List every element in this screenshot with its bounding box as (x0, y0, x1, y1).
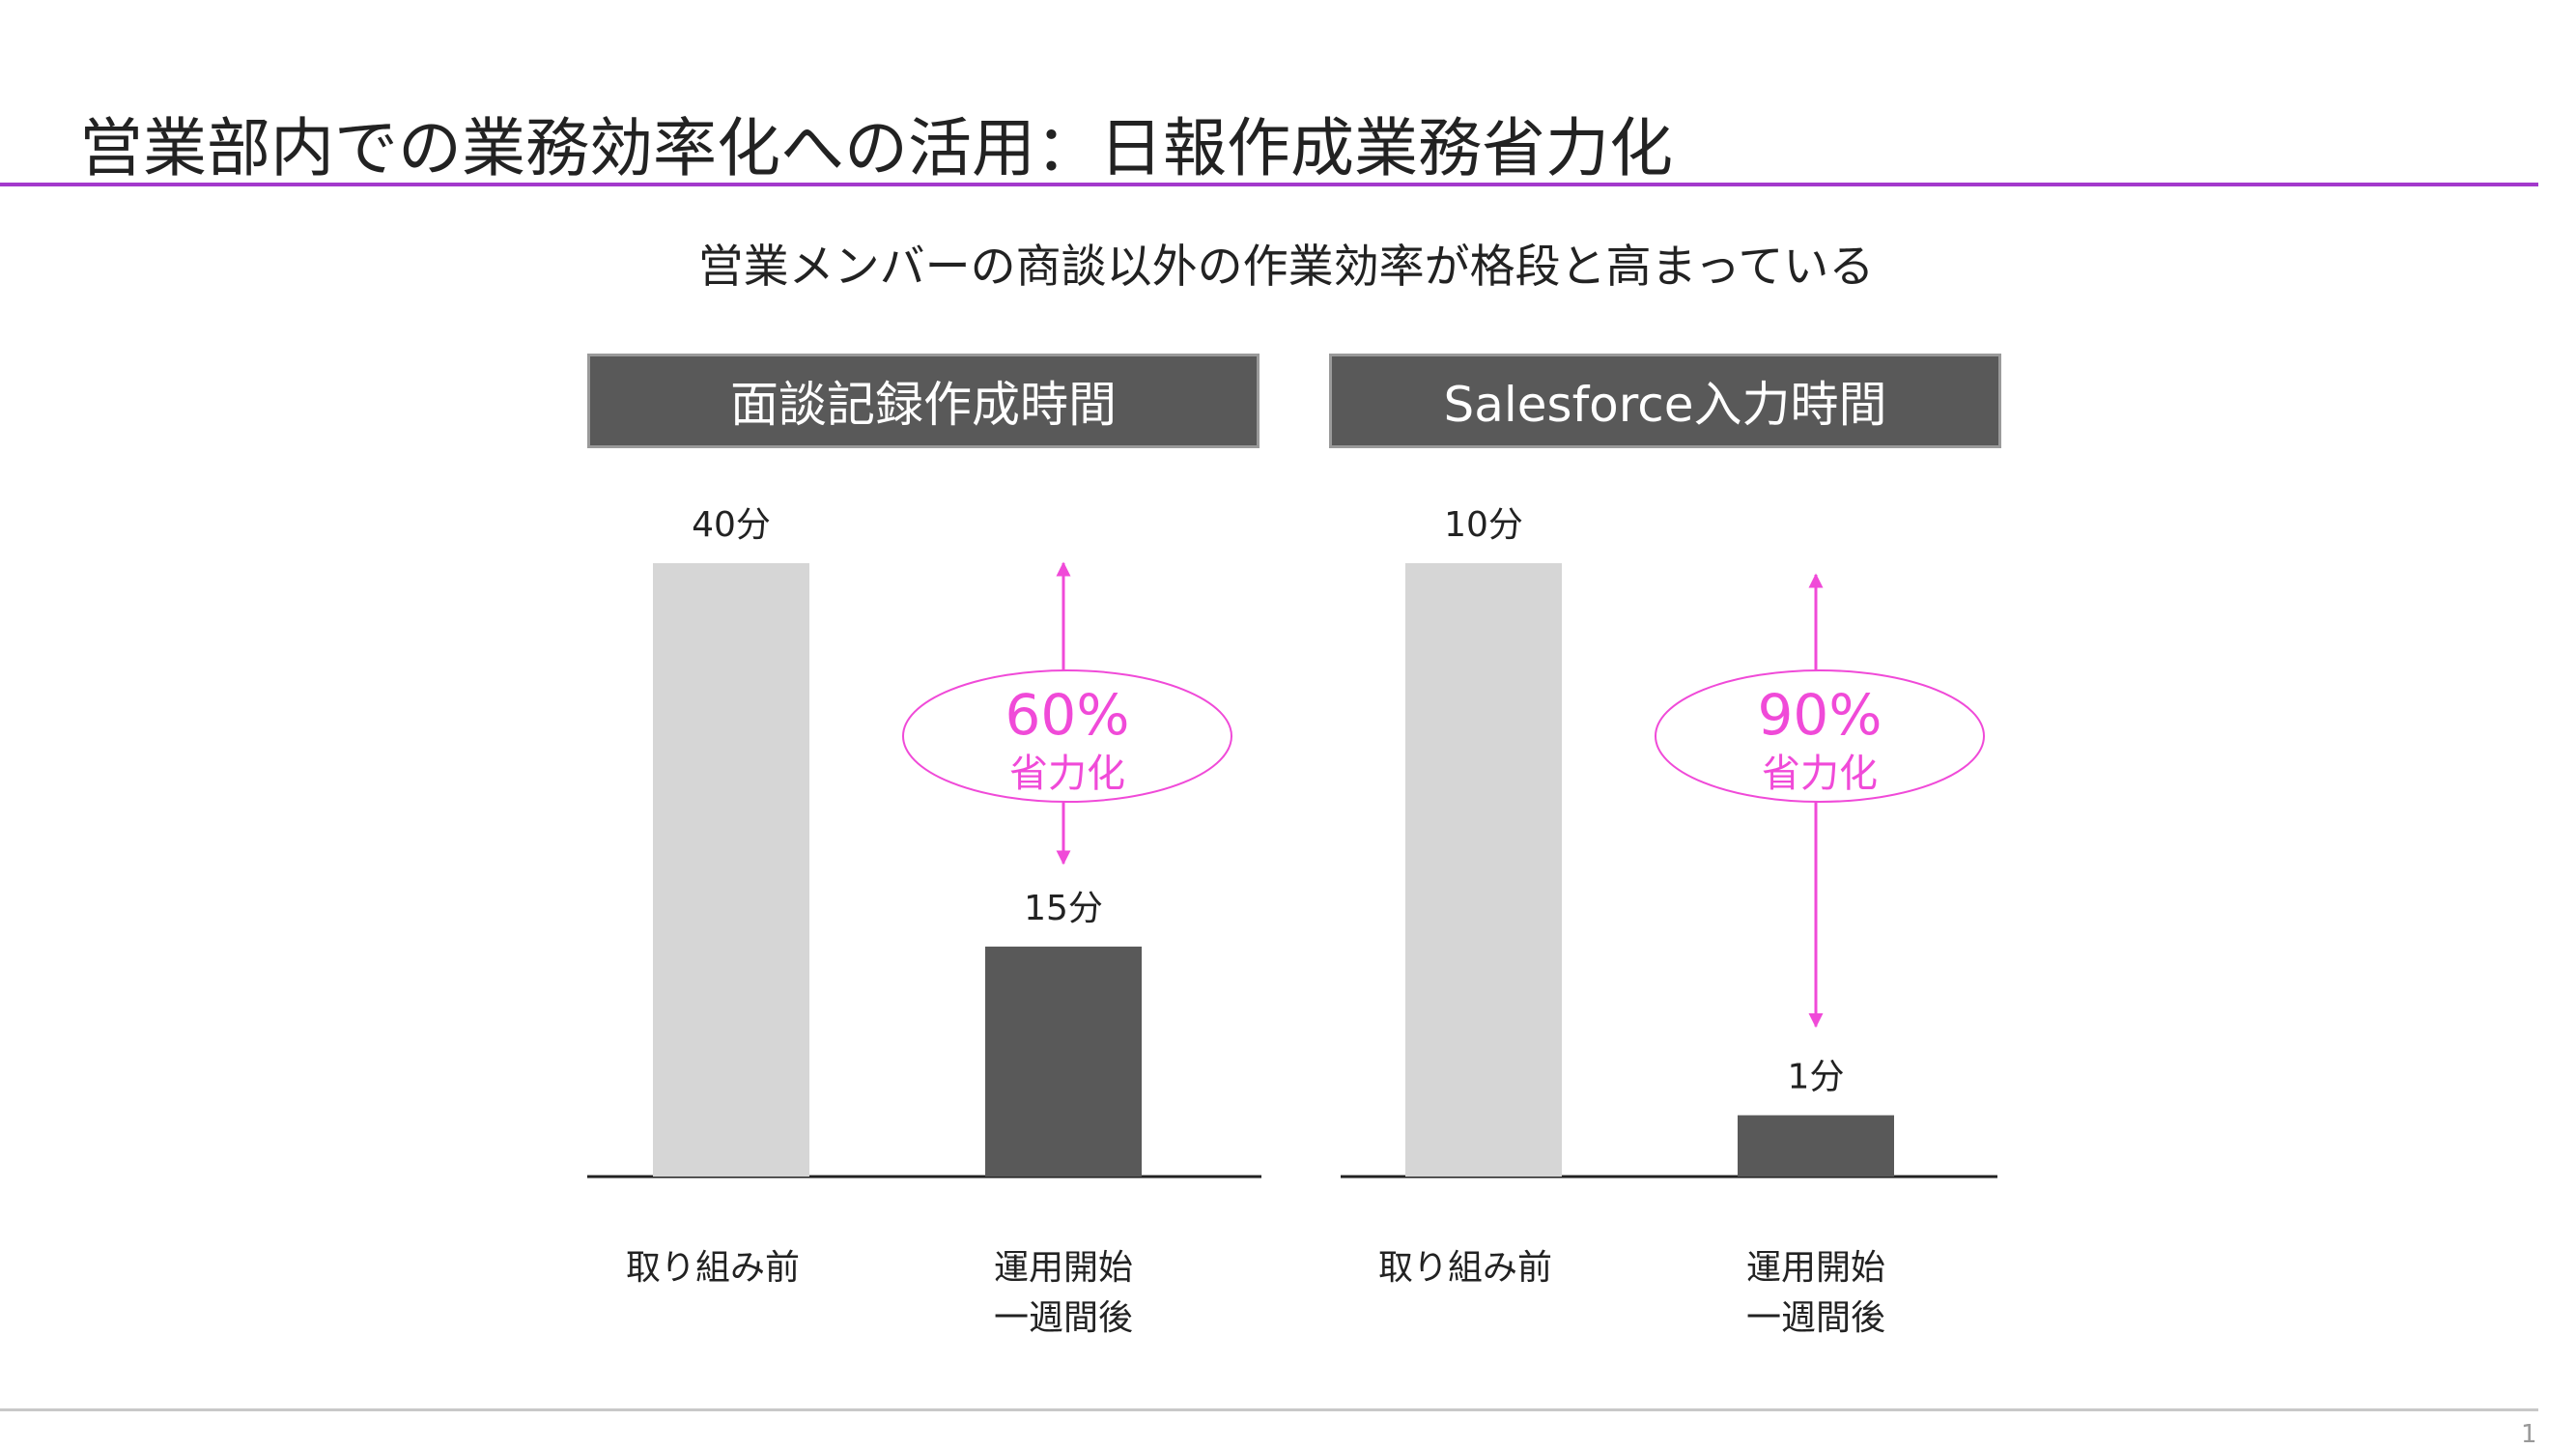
title-underline (0, 183, 2538, 186)
subtitle-text: 営業メンバーの商談以外の作業効率が格段と高まっている (697, 241, 1875, 294)
chart-1-reduction-label: 省力化 (1009, 752, 1125, 796)
chart-1-value-label-1: 40分 (692, 505, 771, 545)
chart-1-reduction-percent: 60% (1005, 682, 1130, 748)
chart-1-category-label-2-line-1: 運用開始 (994, 1248, 1133, 1288)
chart-2-reduction-ellipse (1655, 669, 1985, 803)
chart-2-reduction-label: 省力化 (1762, 752, 1878, 796)
chart-1-bar-before (653, 563, 809, 1177)
chart-2-value-label-1: 10分 (1444, 505, 1523, 545)
chart-1-title-box: 面談記録作成時間 (587, 354, 1260, 448)
chart-2-category-label-2-line-2: 一週間後 (1746, 1298, 1885, 1338)
subtitle: 営業メンバーの商談以外の作業効率が格段と高まっている (0, 229, 2576, 296)
chart-2-category-label-1: 取り組み前 (1378, 1248, 1552, 1288)
chart-2-bar-after (1738, 1115, 1894, 1177)
chart-2-category-label-2-line-1: 運用開始 (1746, 1248, 1885, 1288)
page-number: 1 (2521, 1420, 2537, 1449)
chart-2-bar-before (1405, 563, 1562, 1177)
chart-2-title-box: Salesforce入力時間 (1329, 354, 2001, 448)
footer-divider (0, 1408, 2538, 1411)
chart-1-reduction-ellipse (902, 669, 1232, 803)
chart-2-title: Salesforce入力時間 (1443, 377, 1887, 433)
chart-2-value-label-2: 1分 (1788, 1058, 1845, 1097)
chart-2-reduction-percent: 90% (1758, 682, 1882, 748)
chart-1-category-label-1: 取り組み前 (626, 1248, 800, 1288)
chart-1-bar-after (985, 946, 1142, 1177)
chart-1-value-label-2: 15分 (1024, 889, 1103, 928)
chart-1-category-label-2-line-2: 一週間後 (994, 1298, 1133, 1338)
page-title: 営業部内での業務効率化への活用：日報作成業務省力化 (79, 111, 1673, 185)
chart-1-title: 面談記録作成時間 (730, 377, 1117, 433)
